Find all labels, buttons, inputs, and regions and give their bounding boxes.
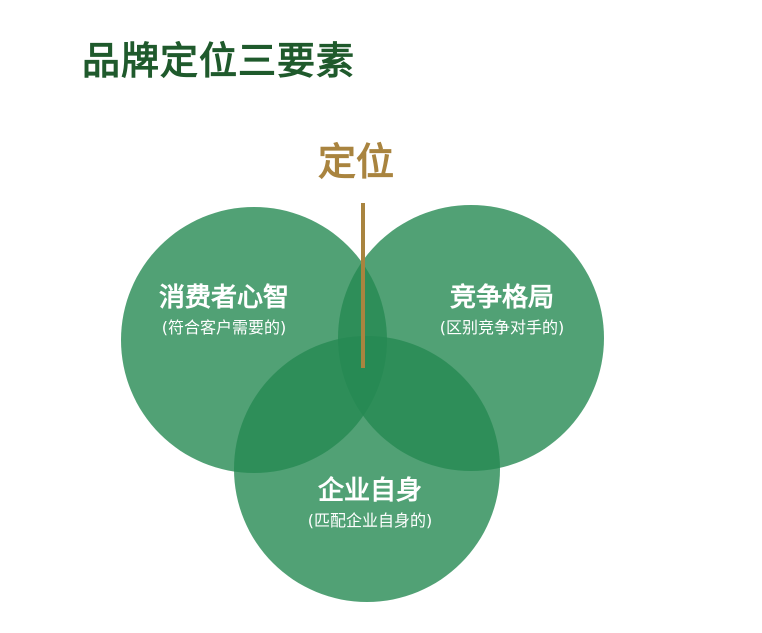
- positioning-label: 定位: [318, 140, 395, 184]
- consumer-mind-title: 消费者心智: [158, 283, 289, 313]
- competition-label: 竞争格局 (区别竞争对手的): [412, 283, 592, 339]
- consumer-mind-label: 消费者心智 (符合客户需要的): [134, 283, 314, 339]
- competition-subtitle: (区别竞争对手的): [439, 317, 565, 337]
- enterprise-label: 企业自身 (匹配企业自身的): [275, 476, 465, 532]
- enterprise-title: 企业自身: [317, 476, 422, 506]
- competition-title: 竞争格局: [449, 283, 554, 313]
- circle-enterprise: [234, 336, 500, 602]
- positioning-pointer-line: [361, 203, 365, 368]
- enterprise-subtitle: (匹配企业自身的): [307, 510, 433, 530]
- consumer-mind-subtitle: (符合客户需要的): [161, 317, 287, 337]
- page-title: 品牌定位三要素: [82, 39, 356, 83]
